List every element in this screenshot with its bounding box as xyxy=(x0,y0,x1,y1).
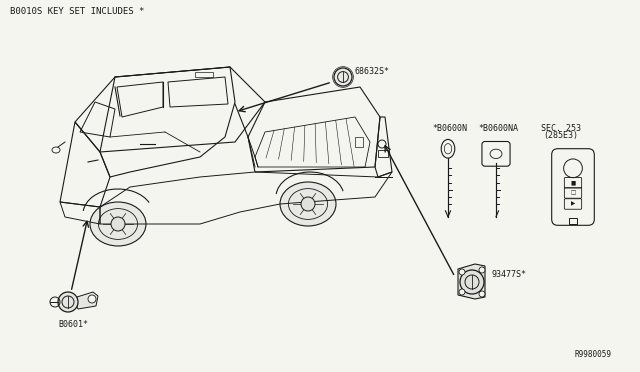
Circle shape xyxy=(479,291,485,297)
Text: R9980059: R9980059 xyxy=(575,350,612,359)
Polygon shape xyxy=(458,264,485,299)
Text: ▶: ▶ xyxy=(571,202,575,206)
Circle shape xyxy=(301,197,315,211)
Circle shape xyxy=(58,292,78,312)
Text: *B0600N: *B0600N xyxy=(432,124,467,133)
Text: (285E3): (285E3) xyxy=(543,131,579,140)
Circle shape xyxy=(479,267,485,273)
Circle shape xyxy=(459,289,465,295)
Circle shape xyxy=(334,68,352,86)
Polygon shape xyxy=(77,292,98,309)
Text: B0010S KEY SET INCLUDES *: B0010S KEY SET INCLUDES * xyxy=(10,7,145,16)
Text: 68632S*: 68632S* xyxy=(355,67,390,76)
Bar xyxy=(195,72,213,77)
Text: B0601*: B0601* xyxy=(58,320,88,329)
Circle shape xyxy=(111,217,125,231)
Circle shape xyxy=(460,270,484,294)
Circle shape xyxy=(88,295,96,303)
Text: SEC. 253: SEC. 253 xyxy=(541,124,581,133)
Bar xyxy=(378,150,388,157)
Ellipse shape xyxy=(280,182,336,226)
Circle shape xyxy=(459,269,465,275)
Bar xyxy=(355,137,363,147)
Ellipse shape xyxy=(90,202,146,246)
Text: 93477S*: 93477S* xyxy=(492,270,527,279)
Text: ■: ■ xyxy=(570,180,575,185)
Text: □: □ xyxy=(570,190,575,195)
Text: *B0600NA: *B0600NA xyxy=(478,124,518,133)
